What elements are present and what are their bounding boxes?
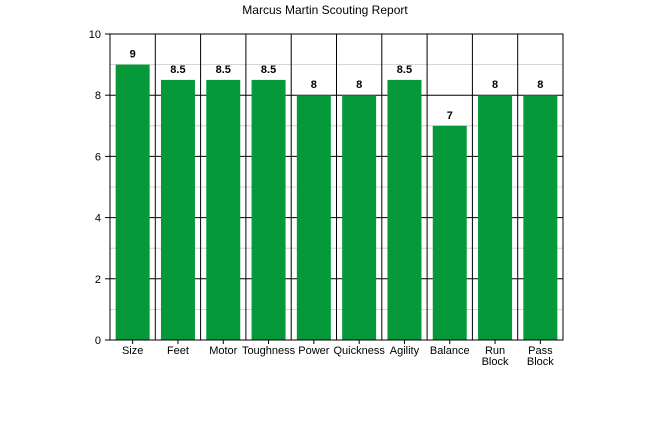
data-label: 8 [311, 79, 317, 91]
data-label: 8.5 [397, 64, 412, 76]
bar [432, 125, 467, 340]
data-label: 8 [537, 79, 543, 91]
bar [206, 79, 241, 341]
y-tick-label: 0 [95, 335, 101, 347]
bar [523, 95, 558, 340]
data-label: 8.5 [261, 64, 276, 76]
bar [115, 64, 150, 340]
x-tick-label: Agility [390, 345, 420, 357]
y-tick-label: 2 [95, 274, 101, 286]
bar [342, 95, 377, 340]
y-tick-label: 4 [95, 213, 101, 225]
x-tick-label: Toughness [242, 345, 296, 357]
data-labels: 9 8.5 8.5 8.5 8 8 8.5 7 8 8 [130, 49, 544, 122]
x-tick-label: Size [122, 345, 143, 357]
plot-frame [109, 33, 564, 341]
data-label: 8 [356, 79, 362, 91]
x-axis: Size Feet Motor Toughness Power Quickness Agil… [122, 340, 554, 368]
bar [296, 95, 331, 340]
bar [251, 79, 286, 341]
data-label: 8.5 [216, 64, 231, 76]
x-tick-label: Quickness [333, 345, 385, 357]
x-tick-label: Motor [209, 345, 237, 357]
plot-border [109, 33, 564, 341]
y-tick-label: 8 [95, 90, 101, 102]
bar [478, 95, 513, 340]
bar [160, 79, 195, 341]
data-label: 9 [130, 49, 136, 61]
data-label: 7 [447, 110, 453, 122]
x-tick-label: Power [298, 345, 330, 357]
x-tick-label: Balance [430, 345, 470, 357]
chart-title: Marcus Martin Scouting Report [242, 3, 408, 17]
y-tick-label: 6 [95, 151, 101, 163]
data-label: 8 [492, 79, 498, 91]
bars [115, 64, 558, 341]
y-tick-label: 10 [89, 29, 101, 41]
x-tick-label: Feet [167, 345, 189, 357]
y-axis: 0 2 4 6 8 10 [89, 29, 110, 347]
data-label: 8.5 [170, 64, 185, 76]
x-tick-label: Run Block [482, 345, 509, 368]
bar [387, 79, 422, 341]
x-tick-label: Pass Block [527, 345, 554, 368]
